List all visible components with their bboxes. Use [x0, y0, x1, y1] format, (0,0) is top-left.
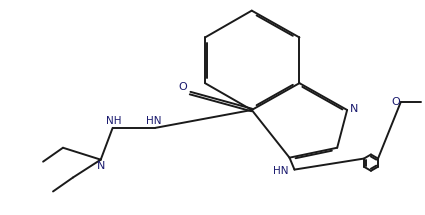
Text: NH: NH: [106, 116, 122, 126]
Text: HN: HN: [146, 116, 161, 126]
Text: N: N: [97, 161, 105, 171]
Text: HN: HN: [273, 166, 289, 176]
Text: O: O: [391, 97, 400, 107]
Text: N: N: [350, 104, 358, 114]
Text: O: O: [178, 82, 187, 92]
